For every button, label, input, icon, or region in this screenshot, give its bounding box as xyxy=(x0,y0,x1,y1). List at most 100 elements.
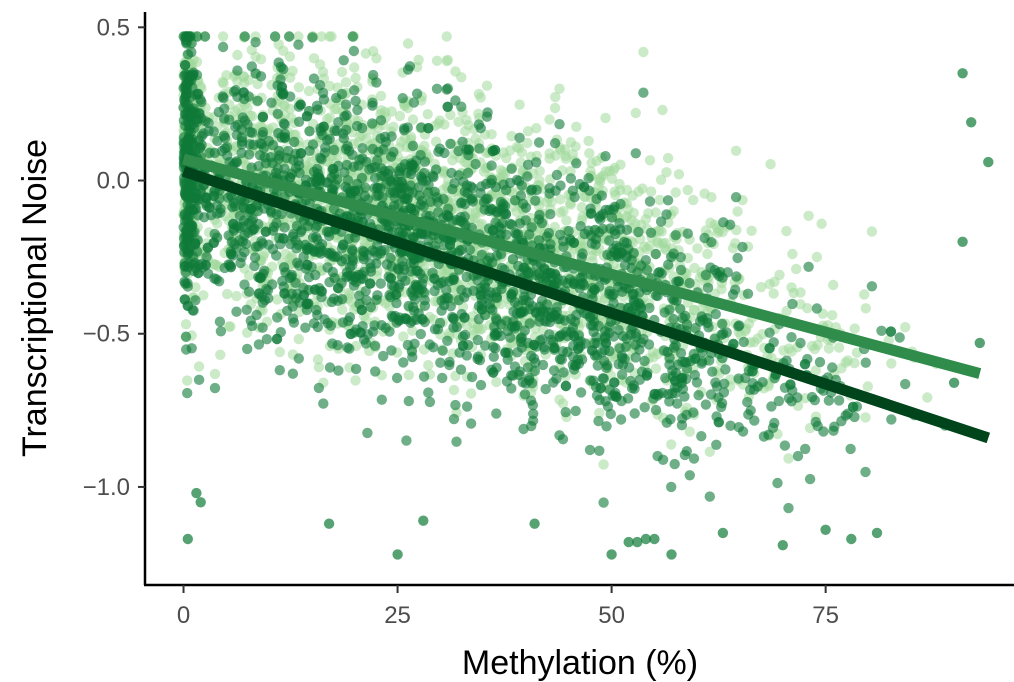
data-point xyxy=(349,62,360,73)
data-point xyxy=(261,283,272,295)
data-point xyxy=(254,150,266,161)
data-point xyxy=(333,117,344,128)
data-point xyxy=(198,290,209,301)
data-point xyxy=(442,335,453,346)
data-points xyxy=(178,31,994,560)
data-point xyxy=(604,235,615,246)
data-point xyxy=(836,363,847,374)
data-point xyxy=(311,176,322,187)
data-point xyxy=(514,132,525,143)
data-point xyxy=(418,515,429,526)
data-point xyxy=(225,262,237,273)
data-point xyxy=(530,357,541,368)
data-point xyxy=(423,387,434,398)
data-point xyxy=(419,316,430,328)
data-point xyxy=(800,443,811,455)
data-point xyxy=(474,355,486,366)
data-point xyxy=(407,159,418,171)
data-point xyxy=(419,300,431,311)
data-point xyxy=(270,167,282,178)
data-point xyxy=(584,148,595,159)
data-point xyxy=(224,114,235,125)
data-point xyxy=(190,295,201,306)
data-point xyxy=(828,279,839,291)
data-point xyxy=(749,384,760,395)
data-point xyxy=(551,169,563,181)
data-point xyxy=(548,377,559,388)
data-point xyxy=(215,349,226,360)
data-point xyxy=(505,332,516,343)
data-point xyxy=(444,239,456,251)
x-tick-label: 25 xyxy=(384,602,411,629)
data-point xyxy=(860,357,871,368)
data-point xyxy=(554,330,565,342)
data-point xyxy=(217,76,228,88)
data-point xyxy=(670,187,681,198)
data-point xyxy=(781,355,792,366)
data-point xyxy=(669,458,680,470)
data-point xyxy=(372,290,383,301)
data-point xyxy=(423,360,434,371)
data-point xyxy=(846,533,857,545)
data-point xyxy=(501,229,512,240)
data-point xyxy=(455,364,467,375)
data-point xyxy=(732,252,743,264)
data-point xyxy=(520,378,531,389)
data-point xyxy=(407,325,418,336)
data-point xyxy=(288,317,300,328)
data-point xyxy=(639,355,650,367)
data-point xyxy=(774,269,785,281)
data-point xyxy=(799,359,811,370)
data-point xyxy=(407,140,419,152)
data-point xyxy=(393,199,404,210)
data-point xyxy=(448,274,459,285)
data-point xyxy=(644,155,656,166)
data-point xyxy=(488,367,499,378)
data-point xyxy=(663,259,674,270)
data-point xyxy=(661,167,672,178)
data-point xyxy=(688,304,699,316)
data-point xyxy=(614,343,625,354)
data-point xyxy=(575,387,587,398)
data-point xyxy=(184,120,195,131)
data-point xyxy=(650,363,662,374)
data-point xyxy=(555,194,566,205)
data-point xyxy=(480,340,491,351)
data-point xyxy=(367,97,378,108)
data-point xyxy=(385,273,396,284)
data-point xyxy=(527,400,539,411)
data-point xyxy=(370,172,381,184)
data-point xyxy=(900,378,911,390)
data-point xyxy=(445,109,456,121)
data-point xyxy=(583,135,594,147)
data-point xyxy=(810,365,821,376)
data-point xyxy=(239,279,250,290)
data-point xyxy=(476,249,488,260)
data-point xyxy=(652,450,663,462)
data-point xyxy=(379,165,391,177)
data-point xyxy=(245,203,257,215)
data-point xyxy=(594,407,605,419)
data-point xyxy=(187,259,199,270)
data-point xyxy=(847,401,859,413)
data-point xyxy=(465,418,477,429)
data-point xyxy=(428,342,439,353)
data-point xyxy=(313,382,325,394)
data-point xyxy=(644,196,656,207)
data-point xyxy=(419,167,430,179)
data-point xyxy=(448,322,459,333)
data-point xyxy=(554,83,565,94)
data-point xyxy=(391,372,403,384)
data-point xyxy=(487,145,498,157)
data-point xyxy=(514,99,525,110)
data-point xyxy=(465,388,477,399)
data-point xyxy=(491,291,502,303)
data-point xyxy=(279,222,290,233)
data-point xyxy=(287,231,299,242)
data-point xyxy=(554,354,566,365)
data-point xyxy=(328,293,340,304)
data-point xyxy=(655,174,667,185)
data-point xyxy=(823,395,835,406)
data-point xyxy=(418,371,430,382)
data-point xyxy=(480,194,492,205)
